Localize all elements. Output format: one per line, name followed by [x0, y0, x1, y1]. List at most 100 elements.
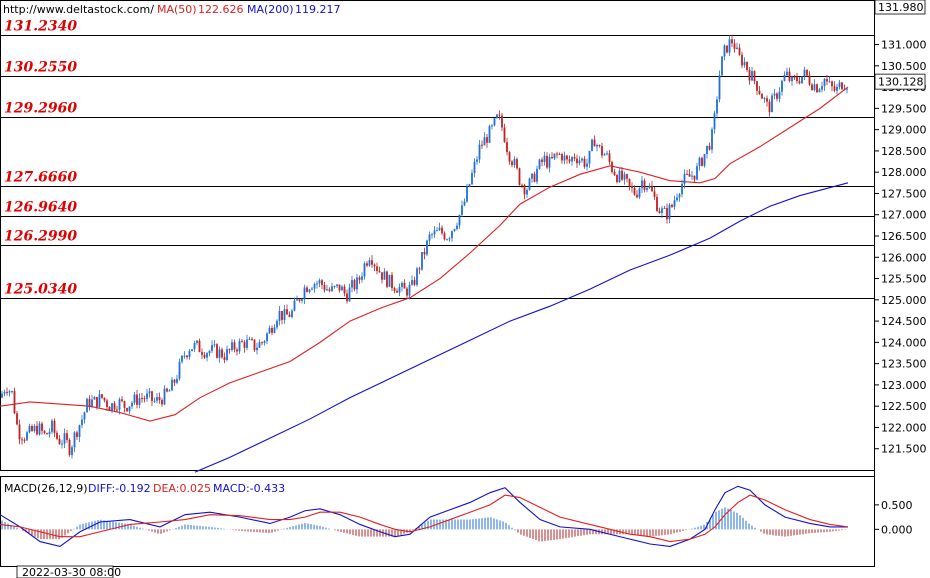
candle-body: [246, 339, 248, 348]
candle-body: [548, 156, 551, 168]
candle-body: [736, 47, 738, 49]
candle-body: [161, 400, 163, 405]
candle-body: [318, 280, 321, 284]
macd-tick-label: 0.000: [881, 523, 913, 536]
level-label: 131.2340: [4, 19, 77, 35]
candle-body: [146, 393, 148, 399]
candle-body: [778, 91, 781, 99]
candle-body: [646, 187, 648, 190]
candle-body: [596, 144, 598, 147]
candle-body: [378, 271, 381, 273]
current-price-box: [874, 73, 926, 90]
candle-body: [416, 268, 418, 285]
candle-body: [738, 47, 741, 55]
candle-body: [136, 394, 138, 405]
candle-body: [391, 274, 393, 288]
candle-body: [366, 263, 368, 266]
candle-body: [701, 157, 703, 166]
candle-body: [638, 188, 641, 198]
candle-body: [733, 43, 736, 49]
ma50-path: [0, 86, 849, 422]
candle-body: [468, 184, 471, 187]
candle-body: [408, 284, 411, 296]
candle-body: [88, 398, 91, 408]
price-tick-label: 125.500: [881, 273, 927, 286]
candle-body: [541, 159, 543, 163]
candle-body: [28, 425, 31, 433]
candle-body: [343, 286, 346, 294]
candle-body: [511, 161, 513, 166]
candle-body: [21, 439, 23, 441]
candle-body: [451, 231, 453, 239]
candle-body: [691, 175, 693, 177]
candle-body: [803, 69, 806, 77]
candle-body: [61, 443, 63, 445]
candle-body: [706, 145, 708, 154]
candle-body: [63, 433, 66, 444]
level-label: 126.9640: [4, 200, 77, 216]
candle-body: [356, 277, 358, 290]
candle-body: [471, 172, 473, 185]
candle-body: [23, 439, 26, 441]
candle-body: [586, 163, 588, 167]
candle-body: [768, 101, 771, 113]
candle-body: [86, 398, 88, 413]
candle-body: [426, 240, 428, 255]
support-resistance-levels: 131.2340 130.2550 129.2960 127.6660 126.9640…: [0, 19, 874, 299]
ma200-line: [194, 182, 849, 473]
candle-body: [151, 391, 153, 401]
candle-body: [396, 290, 398, 293]
candle-body: [361, 276, 363, 280]
candle-body: [538, 159, 541, 169]
candle-body: [676, 197, 678, 201]
site-url[interactable]: http://www.deltastock.com/: [3, 3, 154, 16]
candle-body: [578, 160, 581, 164]
candle-body: [673, 200, 676, 207]
candle-body: [268, 328, 271, 334]
footer-date: 2022-03-30 08:00: [22, 566, 121, 578]
candle-body: [266, 333, 268, 342]
macd-label: MACD(26,12,9): [4, 482, 88, 495]
candle-body: [693, 175, 696, 180]
candle-body: [816, 84, 818, 93]
candle-body: [261, 342, 263, 344]
candle-body: [781, 80, 783, 92]
candle-body: [326, 289, 328, 291]
candle-body: [436, 230, 438, 232]
candle-body: [81, 419, 83, 426]
candle-body: [601, 146, 603, 156]
candle-body: [458, 214, 461, 226]
price-tick-label: 127.000: [881, 209, 927, 222]
candle-body: [286, 309, 288, 315]
candle-body: [71, 447, 73, 455]
candle-body: [3, 391, 6, 394]
candle-body: [158, 396, 161, 401]
candle-body: [648, 185, 651, 188]
candle-body: [678, 194, 681, 198]
candle-body: [818, 89, 821, 93]
candle-body: [376, 266, 378, 272]
candle-body: [36, 425, 38, 435]
candle-body: [833, 86, 836, 91]
candle-body: [478, 144, 481, 160]
candle-body: [98, 394, 101, 407]
price-tick-label: 131.000: [881, 39, 927, 52]
candle-body: [423, 251, 426, 255]
candle-body: [498, 114, 501, 116]
candle-body: [711, 129, 713, 150]
price-axis-ticks: 131.000130.500130.000129.500129.000128.5…: [874, 39, 927, 456]
price-tick-label: 129.000: [881, 124, 927, 137]
candle-body: [533, 173, 536, 182]
candle-body: [683, 173, 686, 184]
candle-body: [393, 287, 396, 291]
candle-body: [751, 71, 753, 81]
candle-body: [826, 79, 828, 82]
candle-body: [466, 186, 468, 202]
candle-body: [58, 438, 61, 445]
candle-body: [51, 420, 53, 432]
candle-body: [793, 76, 796, 78]
candle-body: [721, 56, 723, 76]
price-tick-label: 126.500: [881, 230, 927, 243]
candle-body: [796, 77, 798, 82]
candle-body: [666, 208, 668, 220]
